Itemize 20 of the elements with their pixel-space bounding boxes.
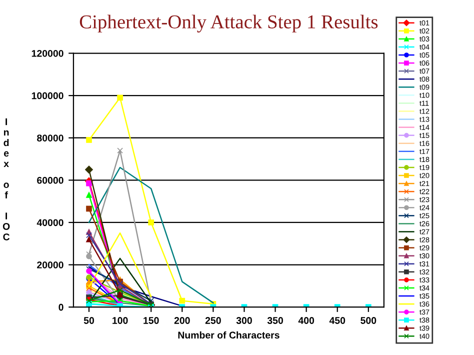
y-tick-label: 40000: [36, 219, 64, 226]
x-tick-label: 100: [112, 317, 128, 324]
y-tick-label: 80000: [37, 134, 64, 142]
x-axis-title: Number of Characters: [178, 331, 280, 339]
y-tick-label: 120000: [32, 50, 64, 57]
x-tick-label: 150: [144, 317, 159, 324]
x-tick-label: 400: [298, 317, 314, 324]
y-tick-label: 0: [58, 304, 64, 311]
y-tick-label: 20000: [37, 262, 64, 268]
x-tick-label: 250: [205, 317, 221, 324]
chart-title: Ciphertext-Only Attack Step 1 Results: [80, 14, 378, 32]
x-tick-label: 450: [329, 317, 346, 324]
y-tick-label: 100000: [32, 92, 64, 100]
x-tick-label: 300: [236, 317, 252, 324]
x-tick-label: 200: [174, 317, 190, 324]
x-tick-label: 50: [84, 317, 94, 324]
x-tick-label: 350: [267, 317, 283, 324]
text: Index of IOC: [2, 118, 10, 240]
y-tick-label: 60000: [37, 176, 64, 184]
x-tick-label: 500: [360, 317, 376, 324]
